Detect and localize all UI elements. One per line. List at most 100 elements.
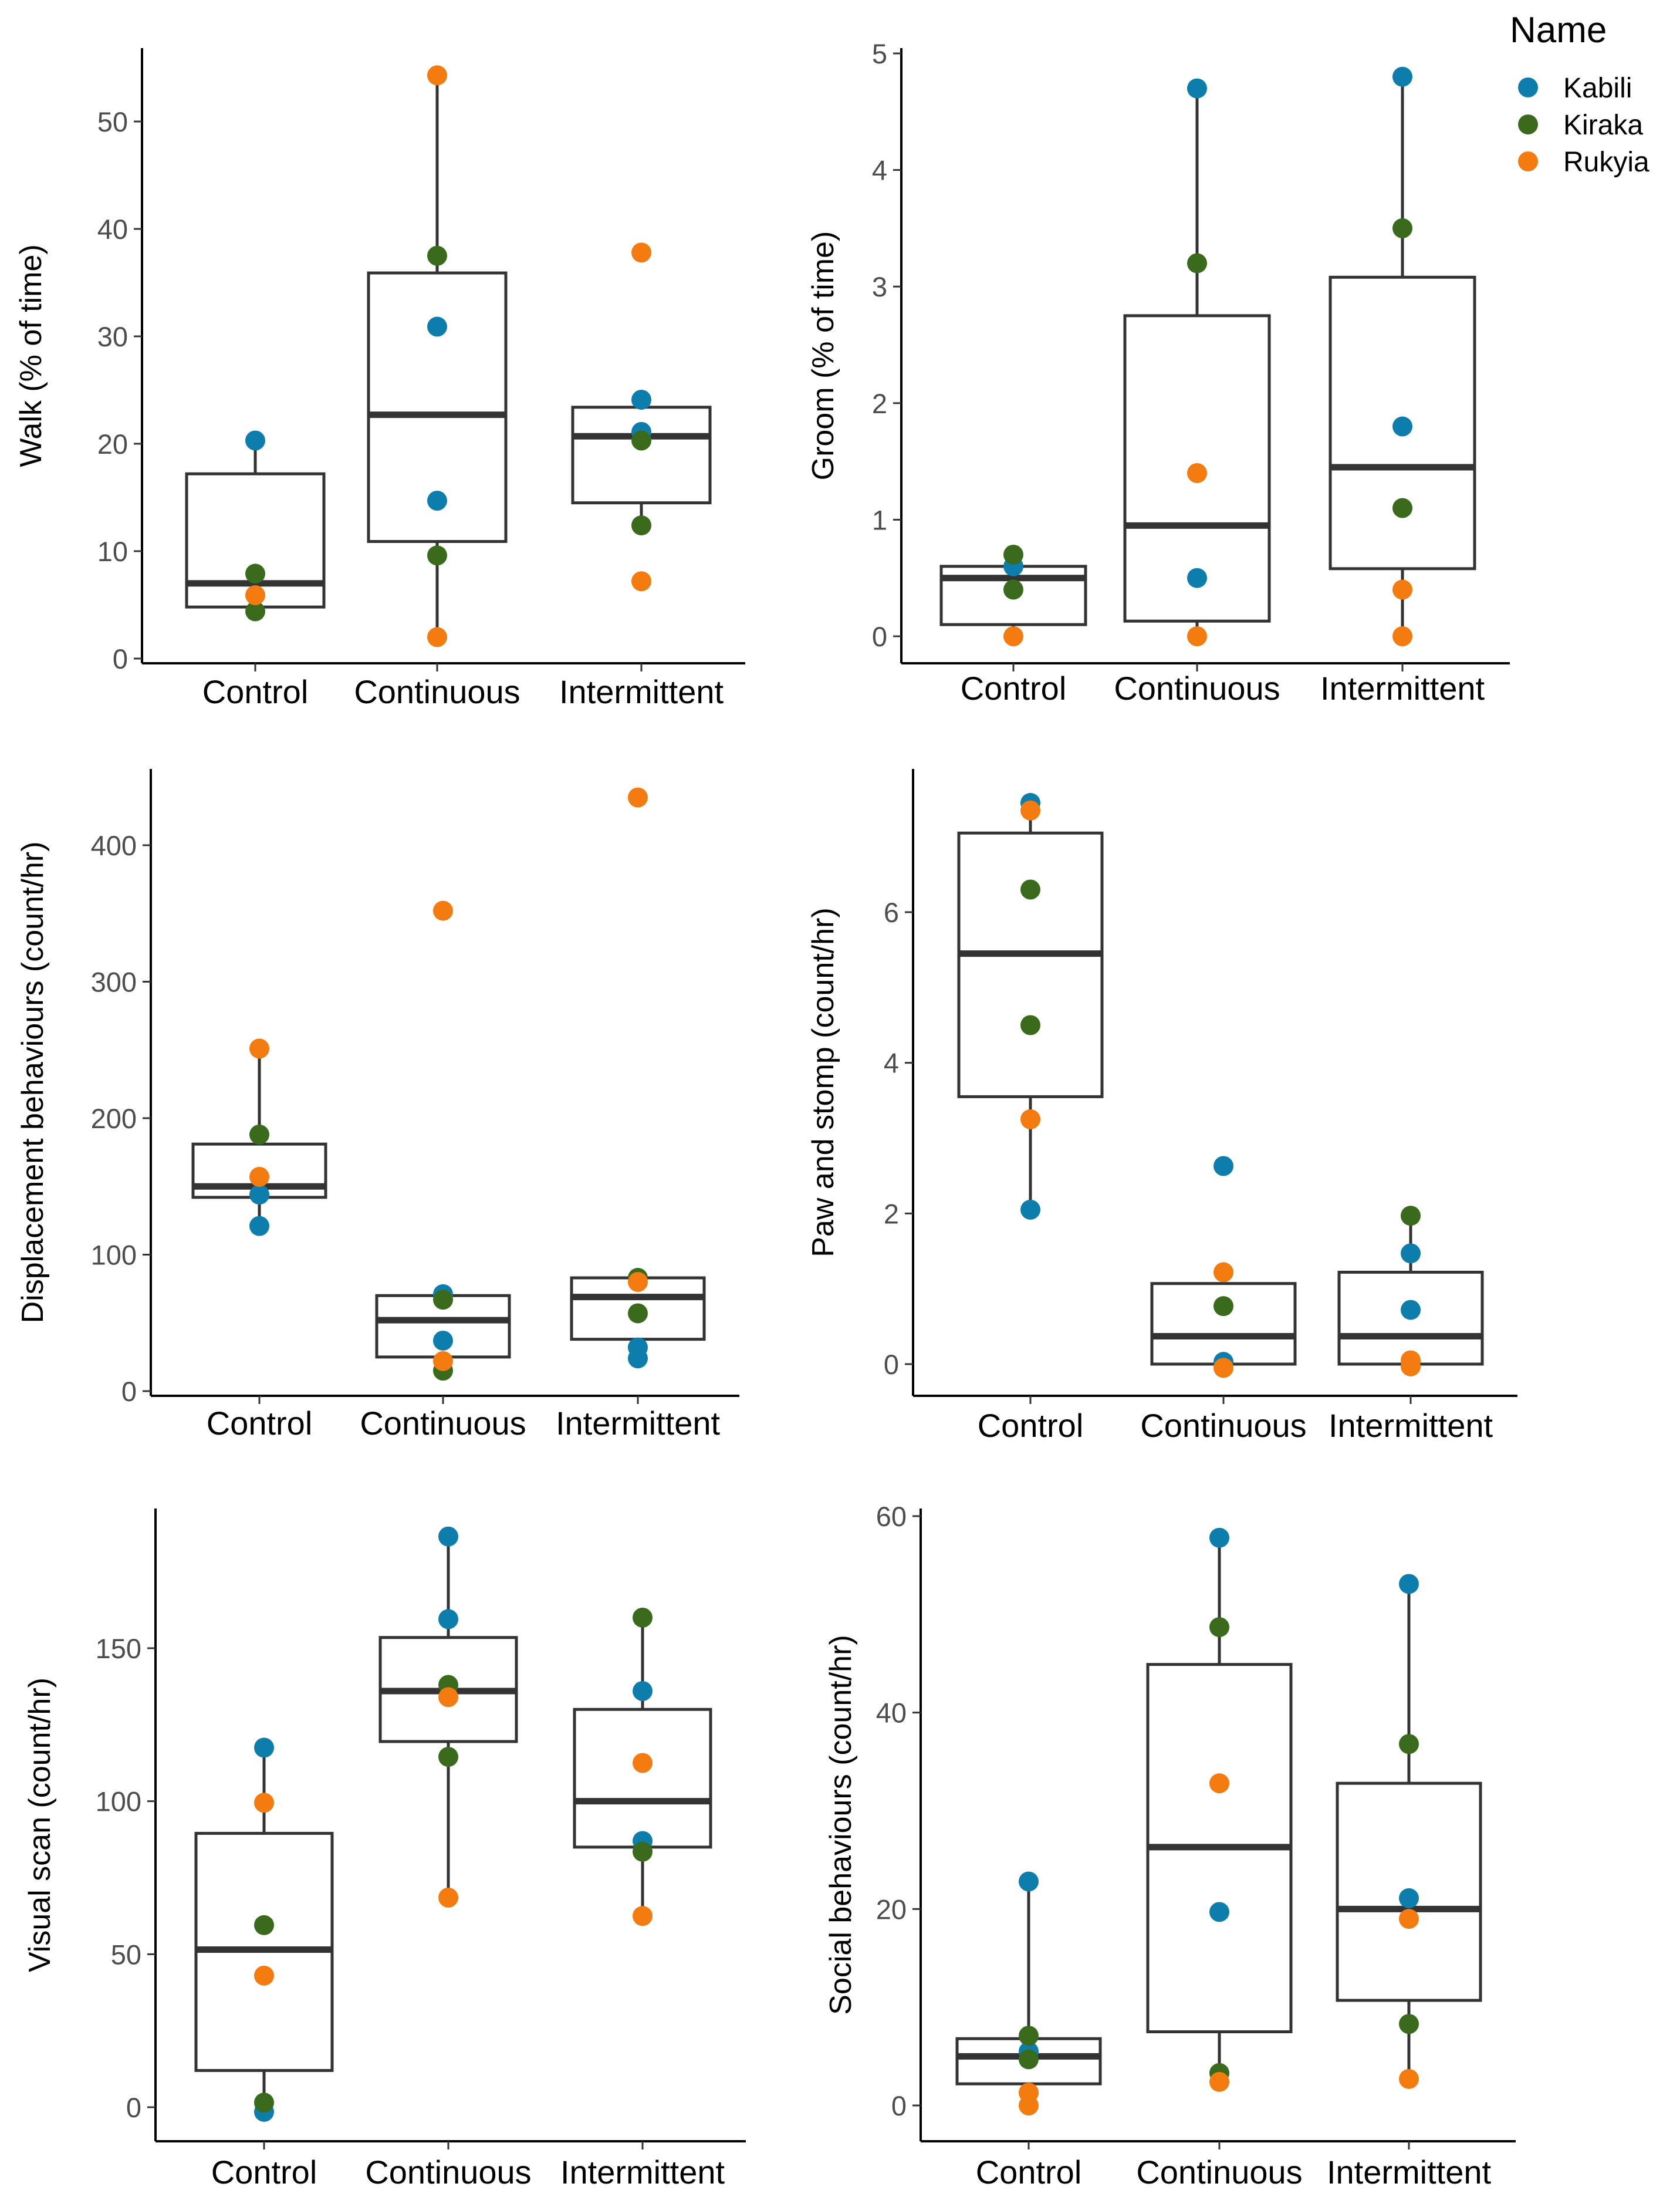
point-kiraka [433, 1290, 453, 1310]
y-axis-title: Social behaviours (count/hr) [824, 1635, 858, 2014]
point-kiraka [1019, 2026, 1039, 2046]
point-rukyia [628, 1272, 648, 1292]
y-tick-label: 2 [872, 388, 887, 419]
legend-title: Name [1510, 10, 1607, 50]
point-kabili [427, 490, 447, 511]
point-kabili [427, 316, 447, 337]
point-rukyia [1020, 1109, 1040, 1129]
y-tick-label: 0 [891, 2090, 907, 2121]
point-kiraka [427, 545, 447, 566]
y-tick-label: 4 [872, 155, 887, 186]
point-kiraka [631, 515, 651, 536]
point-kabili [1019, 1871, 1039, 1892]
x-tick-label: Intermittent [559, 673, 724, 710]
point-kiraka [249, 1124, 269, 1145]
y-tick-label: 10 [97, 536, 128, 567]
point-kabili [1399, 1888, 1419, 1908]
panel-5: 0 50 100 150 Visual scan (count/hr) Control Co… [23, 1509, 746, 2191]
point-rukyia [628, 787, 648, 808]
y-tick-label: 300 [91, 967, 137, 998]
box-body [1336, 1781, 1482, 2002]
y-tick-label: 60 [876, 1501, 907, 1532]
point-rukyia [1019, 2095, 1039, 2115]
point-kiraka [1213, 1296, 1233, 1317]
point-kabili [438, 1609, 458, 1629]
point-kabili [254, 1737, 274, 1758]
x-tick-label: Intermittent [560, 2154, 725, 2191]
x-tick-label: Control [978, 1407, 1084, 1444]
point-rukyia [433, 1351, 453, 1371]
point-kabili [1020, 1199, 1040, 1220]
y-tick-label: 400 [91, 830, 137, 861]
y-tick-label: 50 [97, 106, 128, 137]
point-kiraka [633, 1841, 653, 1862]
x-tick-label: Continuous [354, 673, 520, 710]
point-rukyia [427, 627, 447, 647]
point-rukyia [1401, 1356, 1421, 1376]
point-rukyia [1213, 1262, 1233, 1283]
x-tick-label: Control [207, 1405, 313, 1442]
point-kabili [249, 1216, 269, 1236]
point-kiraka [1392, 218, 1412, 238]
x-tick-label: Control [211, 2154, 317, 2191]
point-rukyia [631, 571, 651, 592]
y-tick-label: 0 [126, 2092, 141, 2123]
point-kiraka [245, 563, 265, 584]
y-tick-label: 200 [91, 1103, 137, 1134]
y-tick-label: 0 [884, 1349, 899, 1380]
point-rukyia [438, 1687, 458, 1707]
panel-4: 0 2 4 6 Paw and stomp (count/hr) Control Conti… [806, 769, 1517, 1444]
legend-entry-kiraka: Kiraka [1518, 110, 1643, 141]
y-tick-label: 5 [872, 38, 887, 69]
y-tick-label: 30 [97, 321, 128, 352]
x-tick-label: Control [202, 673, 309, 710]
x-tick-label: Intermittent [556, 1405, 721, 1442]
point-rukyia [249, 1038, 269, 1059]
y-tick-label: 2 [884, 1198, 899, 1229]
box-body [367, 271, 508, 544]
y-tick-label: 150 [96, 1633, 141, 1664]
point-rukyia [633, 1753, 653, 1773]
point-kiraka [1020, 1015, 1040, 1035]
box-body [957, 831, 1104, 1098]
point-kiraka [1401, 1206, 1421, 1226]
point-kabili [1187, 78, 1207, 99]
legend-key-kiraka [1518, 114, 1538, 134]
point-rukyia [249, 1166, 269, 1187]
y-tick-label: 20 [97, 428, 128, 460]
x-tick-label: Continuous [1140, 1407, 1306, 1444]
point-rukyia [1187, 463, 1207, 483]
x-tick-label: Continuous [360, 1405, 526, 1442]
y-axis-title: Paw and stomp (count/hr) [806, 907, 840, 1257]
point-kiraka [1003, 544, 1023, 565]
point-kiraka [1399, 2014, 1419, 2034]
point-kabili [1209, 1902, 1229, 1922]
point-rukyia [1399, 1909, 1419, 1929]
point-rukyia [633, 1906, 653, 1926]
x-tick-label: Intermittent [1327, 2154, 1492, 2191]
point-kiraka [427, 245, 447, 266]
point-rukyia [254, 1965, 274, 1986]
point-kabili [1187, 568, 1207, 588]
point-rukyia [1003, 626, 1023, 646]
x-tick-label: Continuous [1114, 670, 1280, 707]
y-tick-label: 20 [876, 1894, 907, 1925]
point-kiraka [254, 1915, 274, 1935]
y-axis-title: Visual scan (count/hr) [23, 1678, 57, 1972]
point-rukyia [1209, 1773, 1229, 1794]
legend-key-rukyia [1518, 151, 1538, 171]
point-rukyia [1213, 1358, 1233, 1378]
panel-1: 0 10 20 30 40 50 Walk (% of time) Control Contin… [14, 48, 745, 710]
y-tick-label: 0 [872, 621, 887, 652]
point-kiraka [245, 601, 265, 622]
box-body [1123, 314, 1271, 623]
y-tick-label: 0 [113, 643, 128, 674]
point-kabili [1399, 1574, 1419, 1594]
y-tick-label: 0 [121, 1376, 137, 1407]
y-tick-label: 1 [872, 504, 887, 535]
point-kiraka [1399, 1734, 1419, 1754]
point-rukyia [1392, 626, 1412, 646]
point-kabili [1401, 1243, 1421, 1264]
point-kiraka [1003, 579, 1023, 600]
